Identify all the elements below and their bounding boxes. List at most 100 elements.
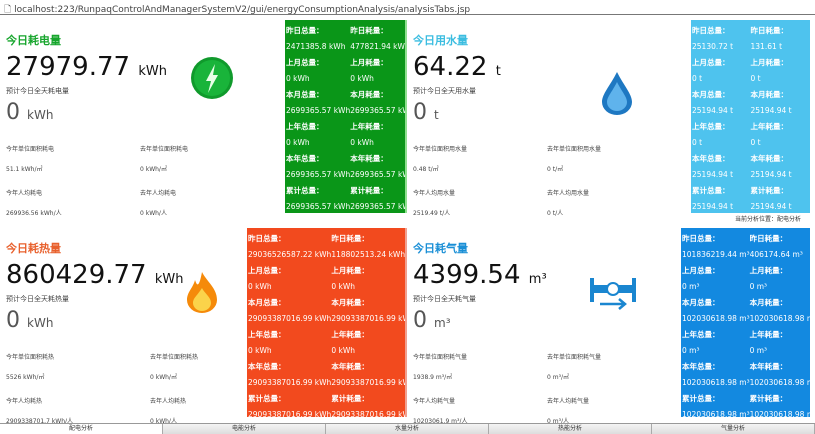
summary-label: 本月总量： [286,89,324,99]
summary-label: 累计耗量： [331,393,369,403]
summary-label: 上年总量： [248,329,286,339]
stat-value: 0 m³/㎡ [547,374,569,381]
stat-value: 10203061.9 m³/人 [413,418,468,425]
lightning-icon [190,56,234,104]
summary-value: 102030618.98 m³ [682,377,750,387]
value: 4399.54 [413,260,521,290]
summary-value: 25194.94 t [692,105,734,115]
forecast-label: 预计今日全天耗热量 [6,295,69,303]
forecast-label: 预计今日全天耗气量 [413,295,476,303]
stat-value: 1938.9 m³/㎡ [413,374,453,381]
today-value: 27979.77 kWh [6,52,167,82]
summary-label: 累计总量： [248,393,286,403]
summary-value: 0 kWh [248,281,272,291]
stat-value: 2519.49 t/人 [413,210,451,217]
summary-label: 昨日总量： [286,25,324,35]
summary-value: 25194.94 t [692,201,734,211]
summary-value: 29093387016.99 kWh [331,377,405,387]
forecast-value: 0 m³ [413,308,451,333]
flame-icon [185,270,219,318]
current-position-label: 当前分析位置：配电分析 [735,216,802,223]
summary-value: 25194.94 t [750,169,792,179]
stat-label: 今年单位面积耗热 [6,354,55,361]
summary-value: 25194.94 t [692,169,734,179]
summary-value: 29093387016.99 kWh [248,313,332,323]
address-bar[interactable]: 🗋 localhost:223/RunpaqControlAndManagerS… [0,0,815,15]
summary-label: 上年总量： [286,121,324,131]
tab-gas[interactable]: 气量分析 [652,424,815,434]
summary-label: 昨日耗量： [750,25,789,35]
summary-label: 本年总量： [682,361,720,371]
summary-label: 累计耗量： [749,393,788,403]
summary-value: 0 kWh [331,281,355,291]
card-title: 今日用水量 [413,34,468,47]
summary-label: 昨日耗量： [331,233,369,243]
stat-value: 51.1 kWh/㎡ [6,166,43,173]
electric-card: 今日耗电量 27979.77 kWh 预计今日全天耗电量 0 kWh 今年单位面… [0,20,285,217]
summary-value: 29093387016.99 kWh [248,409,332,418]
summary-label: 累计总量： [682,393,720,403]
card-title: 今日耗热量 [6,242,61,255]
stat-label: 今年人均耗热 [6,398,43,405]
stat-label: 今年人均耗电 [6,190,43,197]
summary-value: 0 kWh [331,345,355,355]
summary-label: 上年总量： [692,121,730,131]
card-title: 今日耗电量 [6,34,61,47]
stat-value: 2909338701.7 kWh/人 [6,418,74,425]
stat-value: 0 t/㎡ [547,166,564,173]
summary-label: 累计耗量： [350,185,388,195]
stat-value: 0 m³/人 [547,418,569,425]
value: 64.22 [413,52,488,82]
stat-label: 去年人均耗气量 [547,398,590,405]
value: 860429.77 [6,260,147,290]
summary-label: 本年总量： [248,361,286,371]
summary-value: 0 kWh [350,73,374,83]
summary-label: 上月耗量： [749,265,788,275]
summary-value: 101836219.44 m³ [682,249,750,259]
summary-value: 0 kWh [350,137,374,147]
tab-bar: 配电分析 电能分析 水量分析 热能分析 气量分析 [0,423,815,434]
summary-value: 0 m³ [749,281,768,291]
summary-label: 上月耗量： [750,57,789,67]
summary-label: 本年总量： [692,153,730,163]
summary-value: 2699365.57 kWh [286,201,351,211]
summary-label: 昨日耗量： [749,233,788,243]
summary-label: 上月总量： [692,57,730,67]
summary-label: 累计总量： [692,185,730,195]
value: 27979.77 [6,52,131,82]
summary-value: 0 m³ [682,281,700,291]
summary-label: 本月总量： [682,297,720,307]
summary-label: 昨日总量： [682,233,720,243]
tab-distribution[interactable]: 配电分析 [0,424,163,434]
stat-label: 今年单位面积耗电 [6,146,55,153]
water-drop-icon [600,70,634,120]
summary-value: 0 m³ [749,345,768,355]
summary-value: 29093387016.99 kWh [248,377,332,387]
tab-heat[interactable]: 热能分析 [489,424,652,434]
forecast-value: 0 kWh [6,308,54,333]
summary-value: 2699365.57 kWh [350,201,405,211]
summary-value: 2699365.57 kWh [350,105,405,115]
summary-value: 2699365.57 kWh [286,169,351,179]
summary-value: 131.61 t [750,41,783,51]
summary-label: 本年耗量： [749,361,788,371]
summary-label: 上年耗量： [331,329,369,339]
summary-label: 上月总量： [682,265,720,275]
summary-label: 上年耗量： [749,329,788,339]
summary-label: 累计总量： [286,185,324,195]
summary-value: 29093387016.99 kWh [331,313,405,323]
summary-value: 2699365.57 kWh [350,169,405,179]
tab-electric[interactable]: 电能分析 [163,424,326,434]
stat-value: 0 t/人 [547,210,564,217]
summary-value: 25130.72 t [692,41,734,51]
tab-water[interactable]: 水量分析 [326,424,489,434]
unit: kWh [138,64,167,79]
summary-label: 本月耗量： [750,89,789,99]
page-icon: 🗋 [4,5,15,15]
summary-label: 昨日总量： [692,25,730,35]
gas-card: 今日耗气量 4399.54 m³ 预计今日全天耗气量 0 m³ 今年单位面积耗气… [405,228,681,425]
stat-value: 0.48 t/㎡ [413,166,439,173]
summary-value: 0 kWh [286,73,310,83]
water-card: 今日用水量 64.22 t 预计今日全天用水量 0 t 今年单位面积用水量 0.… [405,20,691,217]
summary-label: 累计耗量： [750,185,789,195]
